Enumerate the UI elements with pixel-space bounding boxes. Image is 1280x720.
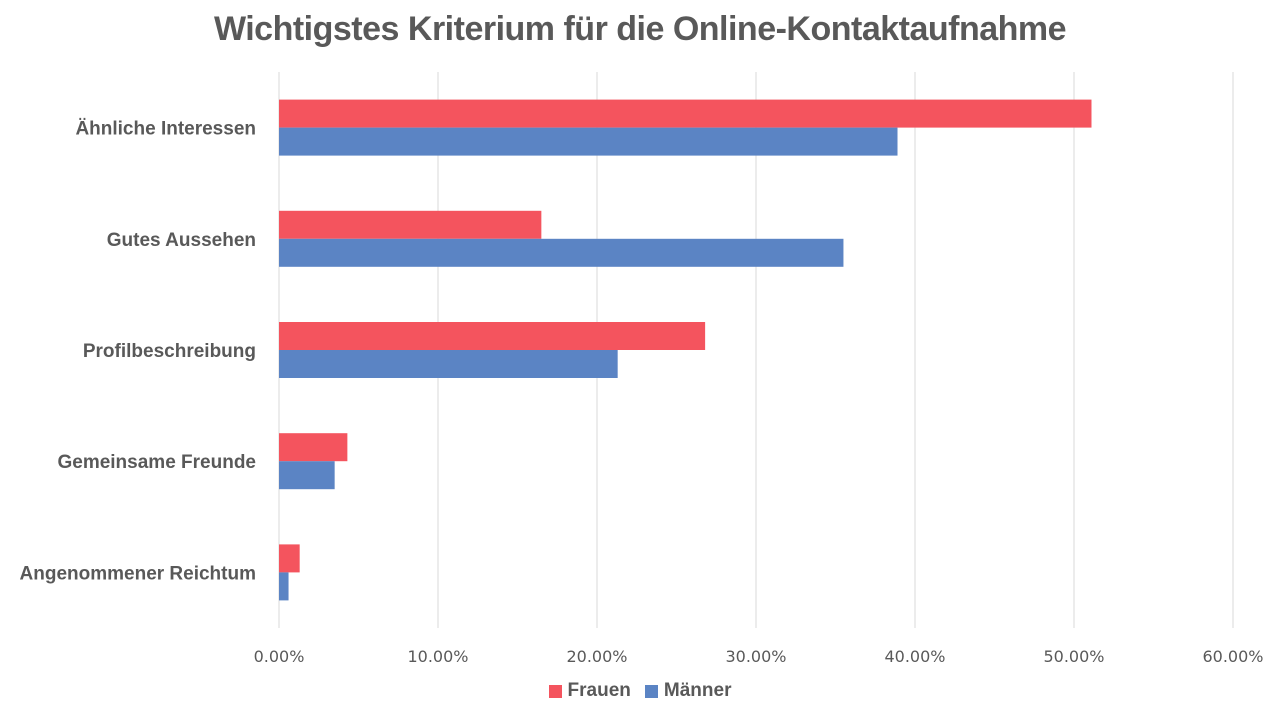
category-label: Profilbeschreibung	[83, 341, 256, 362]
category-label: Ähnliche Interessen	[75, 119, 256, 140]
x-tick-label: 50.00%	[1043, 647, 1104, 666]
x-tick-label: 0.00%	[254, 647, 305, 666]
bar-frauen	[279, 433, 348, 462]
legend-swatch-maenner	[644, 684, 658, 698]
category-label: Gutes Aussehen	[107, 230, 256, 251]
x-axis-ticks: 0.00% 10.00% 20.00% 30.00% 40.00% 50.00% 60.00…	[254, 647, 1264, 666]
x-tick-label: 60.00%	[1202, 647, 1263, 666]
legend: Frauen Männer	[0, 680, 1280, 702]
category-label: Gemeinsame Freunde	[57, 452, 256, 473]
bar-frauen	[279, 544, 300, 573]
bar-mnner	[279, 350, 618, 378]
legend-label-frauen: Frauen	[567, 680, 631, 701]
bar-frauen	[279, 322, 706, 350]
legend-swatch-frauen	[548, 684, 562, 698]
bar-frauen	[279, 99, 1092, 128]
bar-mnner	[279, 238, 844, 267]
bar-mnner	[279, 127, 898, 156]
x-tick-label: 20.00%	[566, 647, 627, 666]
bars	[279, 99, 1092, 601]
bar-frauen	[279, 210, 542, 239]
category-labels: Ähnliche Interessen Gutes Aussehen Profilb…	[20, 119, 256, 585]
chart-title: Wichtigstes Kriterium für die Online-Kon…	[213, 10, 1067, 48]
category-label: Angenommener Reichtum	[20, 563, 256, 584]
x-tick-label: 10.00%	[407, 647, 468, 666]
bar-mnner	[279, 572, 289, 601]
x-tick-label: 40.00%	[884, 647, 945, 666]
legend-item-frauen: Frauen	[548, 680, 631, 702]
x-tick-label: 30.00%	[725, 647, 786, 666]
legend-label-maenner: Männer	[663, 680, 732, 701]
legend-item-maenner: Männer	[644, 680, 732, 702]
bar-mnner	[279, 461, 335, 490]
